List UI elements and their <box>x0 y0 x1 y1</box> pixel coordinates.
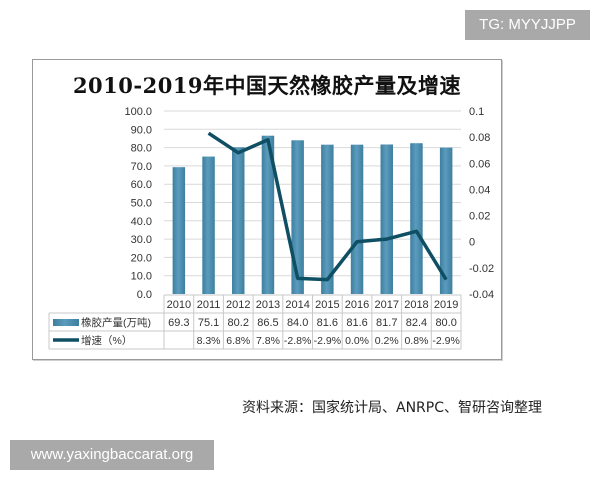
chart-title: 2010-2019年中国天然橡胶产量及增速 <box>72 73 462 98</box>
legend-bar-key <box>53 319 79 326</box>
bar-value: 86.5 <box>257 317 278 329</box>
bar <box>202 156 215 294</box>
category-label: 2016 <box>345 299 369 311</box>
left-axis-tick: 100.0 <box>124 106 152 118</box>
left-axis-tick: 50.0 <box>131 198 152 210</box>
left-axis-tick: 30.0 <box>131 234 152 246</box>
chart-canvas: 0.0 10.0 20.0 30.0 40.0 50.0 60.0 70.0 80.0 90.0 1… <box>48 106 494 350</box>
growth-value: 6.8% <box>226 335 250 347</box>
bar-value: 69.3 <box>168 317 189 329</box>
category-label: 2012 <box>226 299 250 311</box>
left-axis-tick: 70.0 <box>131 161 152 173</box>
legend-bar-label: 橡胶产量(万吨) <box>81 316 151 329</box>
bar-value: 80.2 <box>228 317 249 329</box>
left-axis-tick: 20.0 <box>131 252 152 264</box>
bar <box>439 147 453 294</box>
bar-value: 84.0 <box>287 317 308 329</box>
growth-value: -2.8% <box>284 335 311 347</box>
growth-value: 8.3% <box>197 335 221 347</box>
watermark-bottom: www.yaxingbaccarat.org <box>10 440 214 470</box>
growth-value: 7.8% <box>256 335 280 347</box>
chart-frame: 2010-2019年中国天然橡胶产量及增速 0.0 10.0 20.0 30.0 40.… <box>32 59 502 360</box>
left-axis-tick: 90.0 <box>131 124 152 136</box>
right-axis-tick: 0.08 <box>469 132 490 144</box>
right-axis-tick: 0.06 <box>469 158 490 170</box>
watermark-top: TG: MYYJJPP <box>465 10 590 40</box>
left-axis-tick: 80.0 <box>131 143 152 155</box>
right-axis-tick: 0.04 <box>469 184 490 196</box>
category-label: 2019 <box>434 299 458 311</box>
bar-value: 80.0 <box>435 317 456 329</box>
left-axis-tick: 60.0 <box>131 179 152 191</box>
bar <box>410 143 423 294</box>
right-axis-tick: 0.02 <box>469 211 490 223</box>
growth-value: 0.8% <box>404 335 428 347</box>
growth-value: 0.2% <box>375 335 399 347</box>
bar-value: 75.1 <box>198 317 219 329</box>
category-label: 2010 <box>167 299 191 311</box>
bar <box>350 144 364 294</box>
bar <box>172 167 186 294</box>
category-label: 2015 <box>315 299 339 311</box>
growth-line <box>207 131 448 282</box>
growth-value: -2.9% <box>432 335 459 347</box>
source-note: 资料来源：国家统计局、ANRPC、智研咨询整理 <box>242 400 542 416</box>
category-label: 2014 <box>285 299 309 311</box>
right-axis-tick: 0.1 <box>469 106 484 118</box>
right-axis-tick: 0 <box>469 237 475 249</box>
bar <box>380 144 393 294</box>
category-label: 2011 <box>197 299 221 311</box>
category-label: 2018 <box>404 299 428 311</box>
left-axis-tick: 40.0 <box>131 216 152 228</box>
right-axis-tick: -0.04 <box>469 289 494 301</box>
left-axis-tick: 10.0 <box>131 271 152 283</box>
bar <box>261 135 275 294</box>
category-label: 2017 <box>375 299 399 311</box>
legend-line-label: 增速（%） <box>81 334 132 347</box>
growth-value: 0.0% <box>345 335 369 347</box>
right-axis-tick: -0.02 <box>469 263 494 275</box>
bar-value: 81.6 <box>346 317 367 329</box>
bar <box>321 144 334 294</box>
bar-value: 82.4 <box>406 317 427 329</box>
bar-value: 81.7 <box>376 317 397 329</box>
bar <box>232 147 245 294</box>
bar-value: 81.6 <box>317 317 338 329</box>
growth-value: -2.9% <box>314 335 341 347</box>
left-axis-tick: 0.0 <box>137 289 152 301</box>
category-label: 2013 <box>256 299 280 311</box>
